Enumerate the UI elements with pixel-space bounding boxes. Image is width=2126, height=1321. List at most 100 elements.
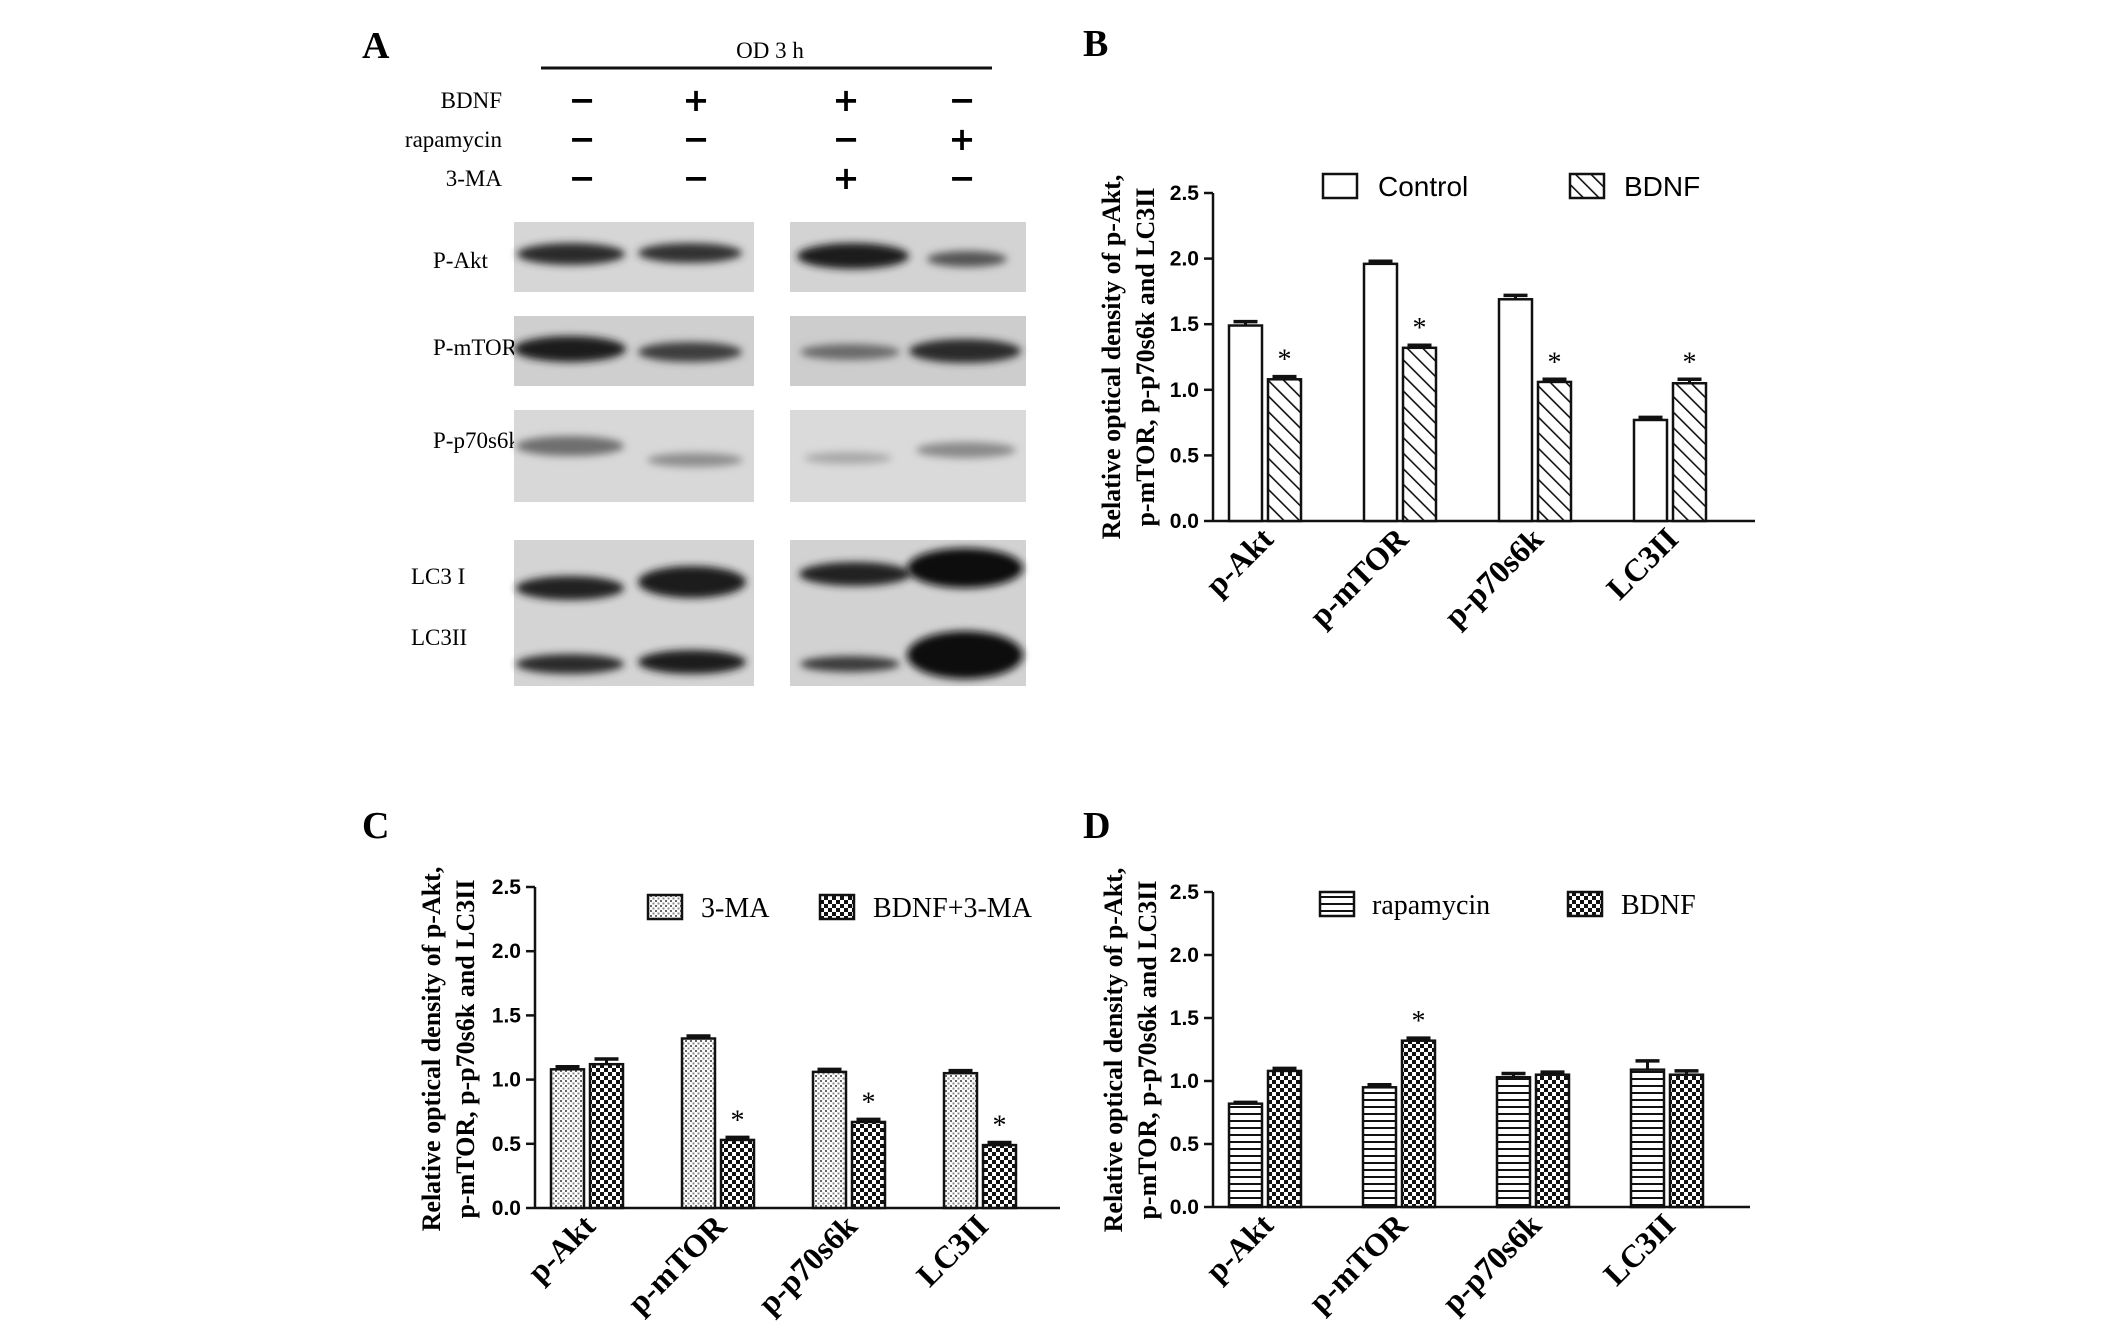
significance-marker: *	[1413, 313, 1427, 344]
treatment-sign: −	[569, 81, 596, 119]
bar	[1629, 1068, 1666, 1209]
legend-label: BDNF	[1624, 171, 1700, 202]
y-tick-label: 0.5	[492, 1133, 522, 1156]
category-label: p-mTOR	[1302, 520, 1416, 634]
y-tick-label: 0.5	[1170, 444, 1200, 467]
category-label: LC3II	[909, 1207, 995, 1293]
treatment-sign: +	[683, 81, 710, 119]
category-label: p-p70s6k	[1436, 520, 1550, 634]
treatment-rows: BDNF − + + −rapamycin − − − +3-MA − − + −	[405, 81, 975, 197]
legend-label: BDNF+3-MA	[873, 893, 1033, 924]
treatment-label-bdnf: BDNF	[441, 88, 502, 113]
treatment-sign: +	[833, 81, 860, 119]
y-tick-label: 0.5	[1170, 1133, 1200, 1156]
treatment-sign: +	[949, 120, 976, 158]
legend-swatch	[1318, 890, 1356, 918]
panel-b-letter: B	[1083, 23, 1108, 65]
y-axis-label: Relative optical density of p-Akt,	[1097, 175, 1126, 540]
category-label: p-Akt	[1198, 520, 1280, 602]
y-tick-label: 2.5	[1170, 881, 1200, 904]
y-tick-label: 1.5	[1170, 1007, 1200, 1030]
treatment-sign: −	[683, 159, 710, 197]
treatment-sign: −	[949, 81, 976, 119]
treatment-sign: +	[833, 159, 860, 197]
bar	[1227, 324, 1264, 523]
treatment-sign: −	[683, 120, 710, 158]
bar	[1668, 1073, 1705, 1209]
panel-c-letter: C	[362, 805, 389, 847]
bar	[811, 1070, 848, 1210]
panel-a-header: OD 3 h	[736, 38, 804, 63]
treatment-sign: −	[569, 120, 596, 158]
bar	[1361, 1086, 1398, 1209]
panel-d-letter: D	[1083, 805, 1110, 847]
bar	[1227, 1102, 1264, 1209]
y-axis-label: Relative optical density of p-Akt,	[417, 867, 446, 1232]
y-axis-label: p-mTOR, p-p70s6k and LC3II	[1131, 187, 1160, 526]
y-tick-label: 1.5	[492, 1004, 522, 1027]
bar	[1401, 346, 1438, 523]
y-tick-label: 1.0	[1170, 1070, 1199, 1093]
bar	[1266, 1069, 1303, 1209]
bar	[680, 1037, 717, 1210]
chart-b: 0.0 0.5 1.0 1.5 2.0 2.5 Relative optical densi…	[1097, 171, 1755, 634]
chart-d: 0.0 0.5 1.0 1.5 2.0 2.5 Relative optical densi…	[1099, 868, 1750, 1320]
bar	[1362, 262, 1399, 523]
y-tick-label: 2.0	[492, 940, 521, 963]
legend-label: rapamycin	[1372, 890, 1490, 921]
blot-p-akt	[514, 222, 1026, 292]
bar	[1497, 298, 1534, 523]
treatment-sign: −	[833, 120, 860, 158]
y-tick-label: 1.0	[492, 1069, 521, 1092]
legend-swatch	[1321, 172, 1359, 200]
bar	[981, 1143, 1018, 1210]
treatment-sign: −	[949, 159, 976, 197]
bar	[1400, 1039, 1437, 1209]
category-label: p-mTOR	[1301, 1206, 1415, 1320]
significance-marker: *	[1683, 347, 1697, 378]
legend-label: 3-MA	[701, 893, 770, 924]
significance-marker: *	[993, 1111, 1007, 1142]
bar	[1671, 381, 1708, 523]
bar	[1495, 1075, 1532, 1209]
significance-marker: *	[1278, 345, 1292, 376]
bar	[719, 1138, 756, 1210]
legend-swatch	[646, 893, 684, 921]
y-axis-label: p-mTOR, p-p70s6k and LC3II	[451, 879, 480, 1218]
significance-marker: *	[862, 1087, 876, 1118]
bar	[549, 1068, 586, 1210]
legend-swatch	[818, 893, 856, 921]
blot-p-mtor	[514, 316, 1026, 386]
category-label: p-p70s6k	[750, 1207, 864, 1321]
blot-label-p-akt: P-Akt	[433, 248, 489, 273]
treatment-label-rapamycin: rapamycin	[405, 127, 503, 152]
legend-label: BDNF	[1621, 890, 1696, 921]
y-tick-label: 0.0	[492, 1197, 521, 1220]
legend-label: Control	[1378, 171, 1468, 202]
treatment-sign: −	[569, 159, 596, 197]
category-label: p-p70s6k	[1434, 1206, 1548, 1320]
category-label: p-Akt	[520, 1207, 602, 1289]
category-label: p-Akt	[1198, 1206, 1280, 1288]
blot-label-lc3-i: LC3 I	[411, 564, 465, 589]
blot-p-p70s6k	[514, 410, 1026, 502]
significance-marker: *	[1548, 347, 1562, 378]
y-axis-label: Relative optical density of p-Akt,	[1099, 868, 1128, 1233]
y-tick-label: 2.0	[1170, 944, 1199, 967]
y-tick-label: 2.0	[1170, 248, 1199, 271]
y-tick-label: 2.5	[1170, 182, 1200, 205]
y-tick-label: 2.5	[492, 876, 522, 899]
legend-swatch	[1566, 890, 1604, 918]
blot-label-p-mtor: P-mTOR	[433, 335, 518, 360]
category-label: p-mTOR	[620, 1207, 734, 1321]
bar	[588, 1062, 625, 1210]
category-label: LC3II	[1599, 520, 1685, 606]
y-tick-label: 1.0	[1170, 379, 1199, 402]
treatment-label-3-ma: 3-MA	[446, 166, 503, 191]
y-tick-label: 1.5	[1170, 313, 1200, 336]
significance-marker: *	[1412, 1006, 1426, 1037]
blot-label-lc3-ii: LC3II	[411, 625, 467, 650]
y-tick-label: 0.0	[1170, 1196, 1199, 1219]
panel-a: A OD 3 h BDNF − + + −rapamycin − − − +3-MA − − + − P…	[362, 25, 1026, 686]
